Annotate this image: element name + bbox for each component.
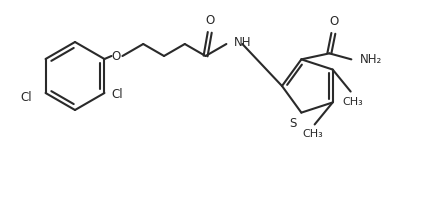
- Text: NH: NH: [234, 35, 251, 49]
- Text: CH₃: CH₃: [302, 130, 322, 140]
- Text: CH₃: CH₃: [342, 96, 362, 106]
- Text: O: O: [112, 50, 121, 62]
- Text: O: O: [329, 15, 338, 28]
- Text: S: S: [288, 117, 296, 130]
- Text: Cl: Cl: [20, 92, 32, 104]
- Text: NH₂: NH₂: [359, 53, 382, 66]
- Text: Cl: Cl: [111, 88, 123, 101]
- Text: O: O: [205, 14, 214, 27]
